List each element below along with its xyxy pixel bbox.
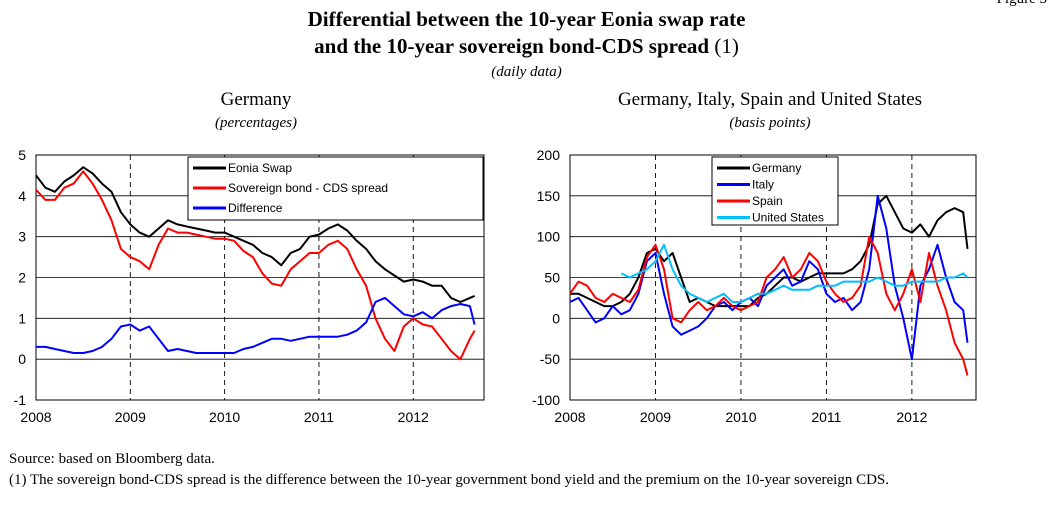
multi-ytick-label: 150 <box>537 188 561 204</box>
germany-xtick-label: 2010 <box>209 409 240 425</box>
germany-ytick-label: 0 <box>18 351 26 367</box>
right-chart-title: Germany, Italy, Spain and United States <box>617 89 923 110</box>
figure-subtitle: (daily data) <box>491 64 562 80</box>
multi-ytick-label: 50 <box>544 270 560 286</box>
figure-title-line2-text: and the 10-year sovereign bond-CDS sprea… <box>314 34 710 58</box>
germany-xtick-label: 2009 <box>115 409 146 425</box>
germany-legend-box <box>187 156 484 221</box>
multi-ytick-label: -50 <box>540 351 560 367</box>
germany-plot-frame <box>35 154 485 401</box>
germany-legend-label: Eonia Swap <box>228 161 292 175</box>
multi-xtick-label: 2011 <box>811 409 841 425</box>
germany-legend-label: Sovereign bond - CDS spread <box>228 181 388 195</box>
source-note: Source: based on Bloomberg data. <box>9 451 215 467</box>
germany-ytick-label: -1 <box>14 392 27 408</box>
multi-ytick-label: 0 <box>552 310 560 326</box>
multi-ytick-label: -100 <box>532 392 560 408</box>
germany-xtick-label: 2008 <box>20 409 51 425</box>
germany-series-line <box>35 166 475 303</box>
left-chart-unit: (percentages) <box>215 115 297 131</box>
germany-ytick-label: 4 <box>18 188 26 204</box>
multi-xtick-label: 2010 <box>725 409 756 425</box>
germany-xtick-label: 2011 <box>304 409 334 425</box>
multi-ytick-label: 200 <box>537 147 561 163</box>
multi-plot-frame <box>569 154 977 401</box>
figure-title-line1: Differential between the 10-year Eonia s… <box>307 7 746 31</box>
right-chart-unit: (basis points) <box>729 115 811 131</box>
figure-number: Figure 5 <box>997 0 1047 8</box>
germany-ytick-label: 1 <box>18 310 26 326</box>
multi-legend-label: Germany <box>752 161 801 175</box>
footnote: (1) The sovereign bond-CDS spread is the… <box>9 472 890 488</box>
germany-series-line <box>36 296 476 354</box>
germany-series-line <box>35 170 476 361</box>
germany-ytick-label: 3 <box>18 229 26 245</box>
left-chart-title: Germany <box>220 89 292 110</box>
germany-legend-label: Difference <box>228 201 283 215</box>
germany-ytick-label: 2 <box>18 270 26 286</box>
multi-legend-label: United States <box>752 211 824 225</box>
germany-xtick-label: 2012 <box>398 409 429 425</box>
multi-xtick-label: 2012 <box>896 409 927 425</box>
multi-legend-label: Spain <box>752 194 783 208</box>
figure-title-line2: and the 10-year sovereign bond-CDS sprea… <box>0 33 1053 59</box>
multi-series-line <box>569 194 969 361</box>
multi-series-line <box>620 243 969 303</box>
multi-series-line <box>570 194 969 308</box>
figure-title-footnote-ref: (1) <box>714 34 739 58</box>
multi-xtick-label: 2009 <box>640 409 671 425</box>
multi-xtick-label: 2008 <box>554 409 585 425</box>
multi-ytick-label: 100 <box>537 229 561 245</box>
germany-ytick-label: 5 <box>18 147 26 163</box>
multi-legend-label: Italy <box>752 178 774 192</box>
multi-series-line <box>569 235 969 376</box>
